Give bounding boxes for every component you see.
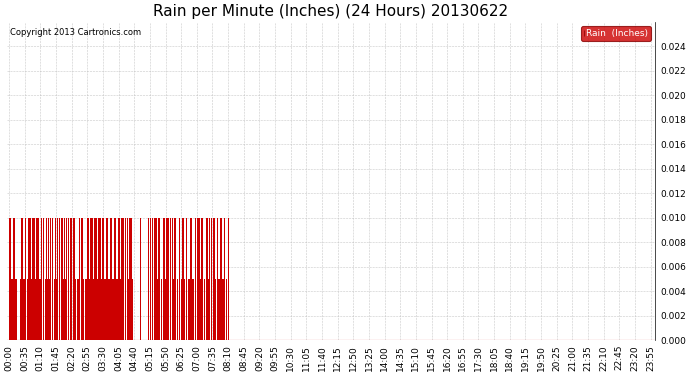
Text: Copyright 2013 Cartronics.com: Copyright 2013 Cartronics.com [10,28,141,37]
Title: Rain per Minute (Inches) (24 Hours) 20130622: Rain per Minute (Inches) (24 Hours) 2013… [153,4,509,19]
Legend: Rain  (Inches): Rain (Inches) [582,26,651,40]
